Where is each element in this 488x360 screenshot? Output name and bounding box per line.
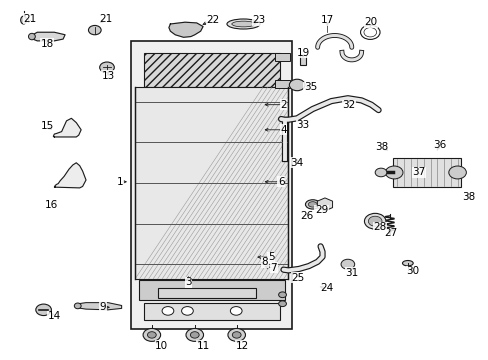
Circle shape (278, 301, 286, 307)
Circle shape (147, 332, 156, 338)
Ellipse shape (226, 19, 260, 29)
Circle shape (185, 328, 203, 341)
Text: 2: 2 (280, 100, 286, 110)
Text: 21: 21 (99, 14, 112, 24)
Text: 18: 18 (41, 39, 54, 49)
Text: 12: 12 (235, 341, 248, 351)
Circle shape (162, 307, 173, 315)
Text: 10: 10 (155, 341, 168, 351)
Text: 11: 11 (196, 341, 209, 351)
Text: 23: 23 (252, 15, 265, 26)
Text: 1: 1 (117, 177, 123, 187)
Bar (143, 303, 280, 320)
Circle shape (100, 62, 114, 73)
Circle shape (374, 168, 386, 177)
Bar (131, 41, 292, 329)
Polygon shape (79, 303, 122, 310)
Bar (143, 53, 280, 87)
Bar (135, 87, 288, 279)
Bar (300, 55, 305, 65)
Circle shape (36, 304, 51, 316)
Text: 27: 27 (384, 228, 397, 238)
Ellipse shape (20, 16, 26, 24)
Text: 4: 4 (280, 125, 286, 135)
Text: 33: 33 (296, 121, 309, 130)
Text: 29: 29 (314, 206, 327, 216)
Text: 22: 22 (206, 15, 219, 26)
Polygon shape (168, 22, 203, 37)
Circle shape (230, 307, 242, 315)
Text: 32: 32 (342, 100, 355, 111)
Bar (275, 80, 289, 88)
Text: 13: 13 (101, 71, 114, 81)
Text: 24: 24 (319, 283, 332, 293)
Text: 7: 7 (270, 263, 277, 273)
Ellipse shape (231, 21, 255, 27)
Text: 36: 36 (432, 140, 445, 150)
Text: 3: 3 (185, 277, 191, 287)
Text: 15: 15 (41, 121, 54, 131)
Polygon shape (31, 32, 65, 41)
Text: 9: 9 (100, 302, 106, 312)
Text: 31: 31 (345, 267, 358, 278)
Bar (158, 288, 255, 298)
Text: 16: 16 (45, 200, 59, 210)
Text: 38: 38 (461, 192, 474, 202)
Circle shape (340, 259, 354, 269)
Text: 38: 38 (375, 142, 388, 152)
Circle shape (278, 292, 286, 298)
Text: 35: 35 (303, 82, 316, 93)
Circle shape (448, 166, 466, 179)
Text: 28: 28 (373, 222, 386, 232)
Circle shape (190, 332, 199, 338)
Text: 8: 8 (261, 257, 268, 267)
Ellipse shape (28, 33, 35, 40)
Text: 17: 17 (320, 15, 333, 26)
Bar (392, 158, 461, 187)
Text: 25: 25 (291, 273, 304, 283)
Ellipse shape (74, 303, 81, 309)
Text: 21: 21 (23, 14, 37, 24)
Polygon shape (54, 163, 86, 188)
Text: 5: 5 (267, 252, 274, 262)
Circle shape (88, 26, 101, 35)
Ellipse shape (305, 200, 320, 209)
Circle shape (227, 328, 245, 341)
Ellipse shape (402, 261, 412, 266)
Bar (275, 53, 289, 61)
Text: 30: 30 (406, 266, 418, 276)
Text: 19: 19 (296, 48, 309, 58)
Circle shape (181, 307, 193, 315)
Circle shape (143, 328, 160, 341)
Bar (139, 280, 285, 300)
Text: 34: 34 (290, 158, 303, 168)
Circle shape (364, 213, 385, 229)
Text: 6: 6 (277, 177, 284, 187)
Polygon shape (53, 118, 81, 137)
Text: 14: 14 (48, 311, 61, 321)
Ellipse shape (308, 202, 317, 207)
Text: 26: 26 (300, 211, 313, 221)
Text: 20: 20 (364, 17, 377, 27)
Text: 37: 37 (411, 167, 425, 177)
Circle shape (367, 216, 381, 226)
Circle shape (289, 79, 305, 91)
Circle shape (385, 166, 402, 179)
Circle shape (232, 332, 241, 338)
